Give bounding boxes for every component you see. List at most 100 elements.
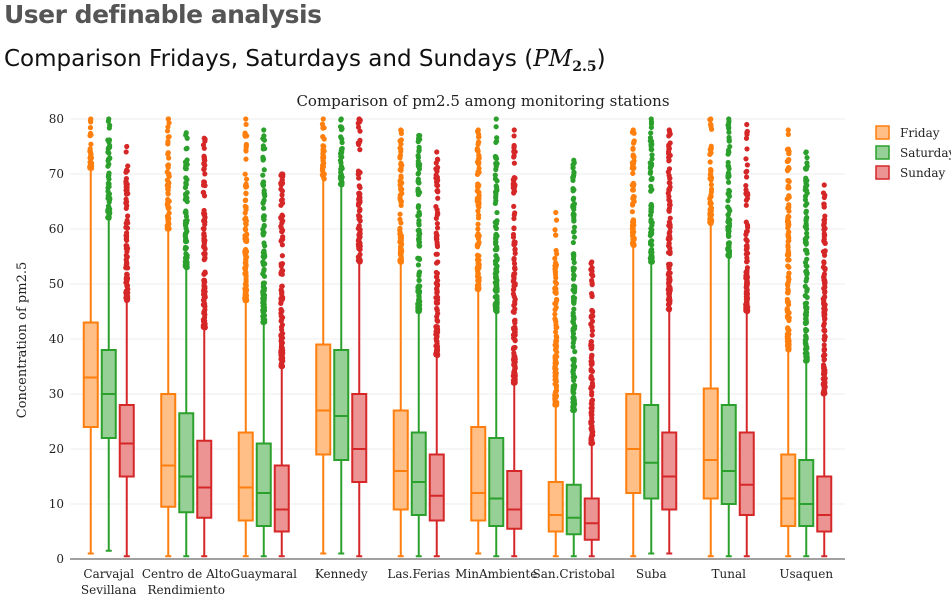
outlier-point [320,146,326,152]
boxplot-chart: 0 10 20 30 40 50 60 70 80 Carvajal Sevillana Centr… [15,92,951,597]
outlier-point [821,327,827,334]
outlier-point [571,259,577,266]
outlier-point [319,167,326,173]
outlier-point [242,250,248,256]
outlier-point [200,288,207,294]
outlier-point [571,204,577,210]
outlier-point [356,213,362,219]
outlier-point [786,264,792,270]
outlier-point [786,151,792,157]
outlier-point [356,116,362,122]
box-saturday [255,127,272,558]
box-saturday [798,149,815,558]
outlier-point [726,219,732,225]
outlier-point [165,204,171,210]
outlier-point [552,227,558,233]
outlier-point [88,141,94,147]
outlier-point [416,132,422,139]
outlier-point [511,318,518,324]
outlier-point [261,252,268,258]
outlier-point [415,158,421,164]
outlier-point [356,175,362,181]
x-tick-label-line: Carvajal [83,567,134,581]
outlier-point [434,149,440,155]
outlier-point [571,169,577,175]
outlier-point [201,271,207,277]
outlier-point [786,229,792,235]
legend-item-friday[interactable]: Friday [875,125,940,140]
outlier-point [553,360,560,366]
outlier-point [260,280,266,286]
outlier-point [743,191,750,198]
outlier-point [821,323,827,329]
outlier-point [726,166,732,172]
outlier-point [589,332,595,338]
outlier-point [648,130,654,136]
outlier-point [434,318,441,324]
legend[interactable]: Friday Saturday Sunday [875,125,951,180]
legend-item-sunday[interactable]: Sunday [875,165,946,180]
outlier-point [434,351,440,358]
outlier-point [475,208,481,214]
outlier-point [416,308,422,314]
outlier-point [260,172,266,178]
box-saturday [178,130,195,558]
outlier-point [821,346,827,352]
outlier-point [784,168,791,174]
page-heading: User definable analysis [4,0,322,29]
box-body [643,404,660,500]
outlier-point [821,273,827,279]
outlier-point [434,314,440,320]
outlier-point [242,171,248,177]
outlier-point [261,273,268,279]
outlier-point [476,282,482,288]
outlier-point [106,137,113,143]
outlier-point [202,221,208,228]
box-sunday [196,135,213,558]
outlier-point [803,149,809,155]
outlier-point [280,234,286,240]
outlier-point [337,157,344,163]
legend-item-saturday[interactable]: Saturday [875,145,951,160]
outlier-point [398,202,404,209]
outlier-point [260,156,266,162]
outlier-point [261,133,267,139]
outlier-point [165,138,171,145]
outlier-point [278,182,284,188]
outlier-point [667,202,673,209]
outlier-point [397,225,403,231]
outlier-point [649,230,655,236]
outlier-point [630,146,636,152]
outlier-point [803,278,809,284]
outlier-point [278,318,284,324]
outlier-point [416,255,422,262]
legend-swatch [875,125,890,140]
box-body [798,459,815,527]
outlier-point [572,283,578,290]
outlier-point [708,172,714,178]
outlier-point [87,164,93,170]
box-body [428,453,445,522]
outlier-point [571,157,577,163]
outlier-point [821,304,828,310]
outlier-point [201,291,207,298]
outlier-point [398,161,404,167]
outlier-point [165,116,171,122]
section-title-subscript: 2.5 [572,59,597,75]
outlier-point [399,186,405,192]
y-tick-label: 50 [49,277,64,291]
outlier-point [571,287,578,294]
outlier-point [744,258,750,264]
outlier-point [570,229,577,235]
box-body [780,453,797,527]
outlier-point [88,152,94,158]
outlier-point [667,250,673,257]
outlier-point [667,228,673,235]
box-body [488,437,505,527]
outlier-point [630,235,637,241]
outlier-point [725,151,731,157]
outlier-point [708,205,715,211]
outlier-point [201,145,207,151]
outlier-point [785,330,791,336]
y-tick-label: 30 [49,387,64,401]
